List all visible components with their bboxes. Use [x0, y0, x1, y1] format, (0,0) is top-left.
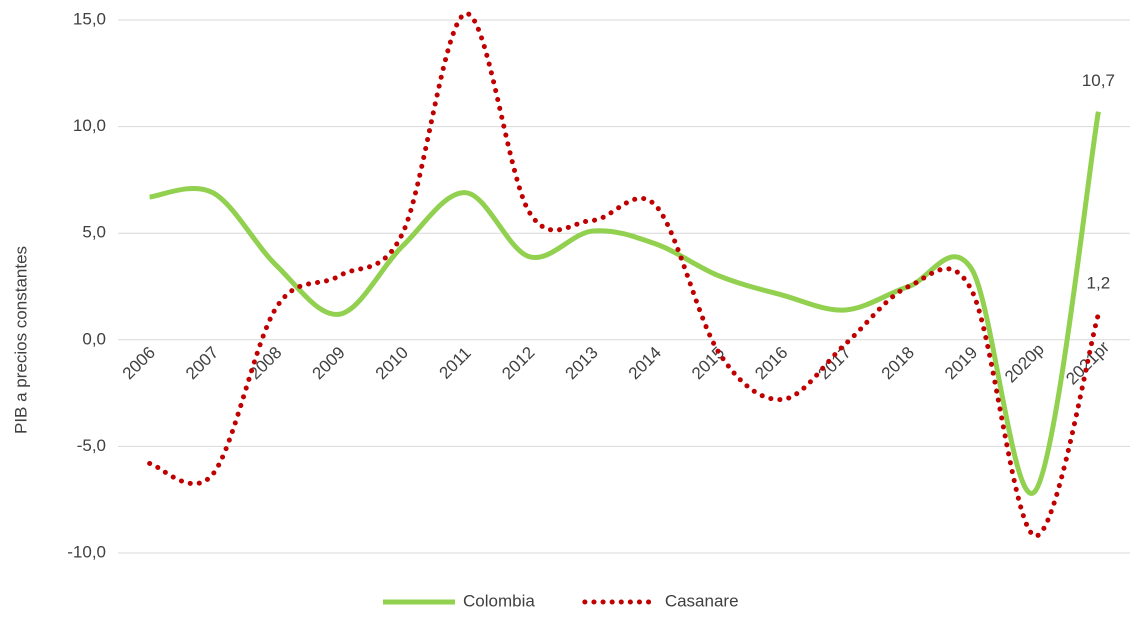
y-axis-title: PIB a precios constantes	[11, 246, 30, 434]
x-tick-label: 2011	[436, 343, 475, 382]
x-tick-label: 2019	[941, 343, 981, 383]
legend-label: Colombia	[463, 591, 535, 610]
data-label: 1,2	[1087, 274, 1111, 293]
y-tick-label: 10,0	[73, 116, 106, 135]
x-tick-label: 2013	[562, 343, 602, 383]
series-line	[149, 111, 1101, 496]
x-tick-label: 2012	[498, 343, 538, 383]
x-tick-label: 2016	[751, 343, 791, 383]
x-tick-label: 2008	[245, 343, 285, 383]
legend-label: Casanare	[665, 591, 739, 610]
y-tick-label: -5,0	[77, 436, 106, 455]
y-tick-label: -10,0	[67, 542, 106, 561]
x-tick-label: 2010	[372, 343, 412, 383]
data-label: 10,7	[1082, 71, 1115, 90]
x-tick-label: 2018	[878, 343, 918, 383]
y-tick-label: 5,0	[82, 223, 106, 242]
series-line	[147, 11, 1101, 539]
x-tick-label: 2017	[815, 343, 855, 383]
x-tick-label: 2006	[119, 343, 159, 383]
y-tick-label: 0,0	[82, 329, 106, 348]
y-tick-label: 15,0	[73, 9, 106, 28]
x-tick-label: 2020p	[1001, 340, 1048, 387]
x-tick-label: 2007	[182, 343, 222, 383]
x-tick-label: 2014	[625, 343, 665, 383]
x-tick-label: 2009	[309, 343, 349, 383]
x-tick-label: 2015	[688, 343, 728, 383]
